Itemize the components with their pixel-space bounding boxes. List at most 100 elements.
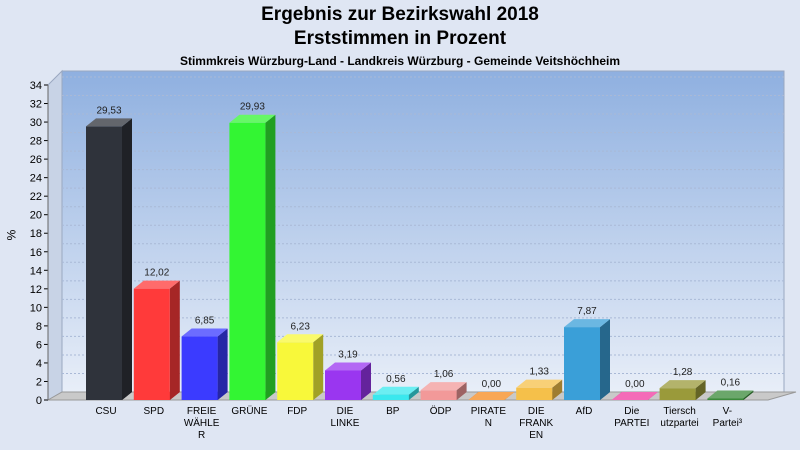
x-tick-label: Die PARTEI xyxy=(614,406,649,429)
y-tick-label: 14 xyxy=(30,265,42,277)
bar-front xyxy=(229,122,266,401)
bar: 6,23 xyxy=(277,321,324,400)
bar: 0,56 xyxy=(372,374,419,400)
x-tick-label: AfD xyxy=(576,406,593,417)
y-tick-label: 32 xyxy=(30,99,42,111)
x-tick-label: FREIE WÄHLE R xyxy=(184,406,220,441)
bar-value-label: 0,16 xyxy=(721,378,741,389)
bar-side xyxy=(265,114,276,401)
bar-value-label: 0,00 xyxy=(482,379,502,390)
y-tick-label: 0 xyxy=(36,395,42,407)
y-tick-label: 28 xyxy=(30,136,42,148)
x-tick-label: ÖDP xyxy=(430,405,452,417)
y-tick-label: 26 xyxy=(30,154,42,166)
bar-front xyxy=(86,126,122,400)
bar-front xyxy=(133,288,170,400)
x-tick-label: BP xyxy=(386,406,400,417)
bar-front xyxy=(325,370,361,400)
bar-value-label: 1,33 xyxy=(529,367,549,378)
x-tick-label: DIE LINKE xyxy=(331,406,360,429)
bar-side xyxy=(456,382,467,400)
y-tick-label: 34 xyxy=(30,80,42,92)
y-tick-label: 16 xyxy=(30,247,42,259)
y-tick-label: 4 xyxy=(36,358,42,370)
bar-front xyxy=(372,394,409,400)
x-tick-label: V-Partei³ xyxy=(713,406,743,429)
bar: 7,87 xyxy=(564,306,610,400)
bar: 3,19 xyxy=(325,349,371,400)
bar-value-label: 7,87 xyxy=(577,306,597,317)
bar-side xyxy=(600,319,610,400)
chart-subtitle-region: Stimmkreis Würzburg-Land - Landkreis Wür… xyxy=(179,54,621,68)
bar-value-label: 29,93 xyxy=(240,102,265,113)
x-tick-label: Tiersch utzpartei xyxy=(660,406,698,429)
bar-top xyxy=(229,114,276,123)
bar-front xyxy=(707,398,744,400)
bar-side xyxy=(695,380,706,400)
y-tick-label: 6 xyxy=(36,339,42,351)
bar-top xyxy=(133,280,180,289)
bar-top xyxy=(564,319,610,328)
bar-value-label: 1,06 xyxy=(434,369,454,380)
x-tick-label: GRÜNE xyxy=(231,405,267,417)
y-tick-label: 2 xyxy=(36,376,42,388)
y-tick-label: 18 xyxy=(30,228,42,240)
bar-top xyxy=(420,382,467,391)
x-tick-label: DIE FRANK EN xyxy=(519,406,553,441)
x-axis-labels: CSU SPD FREIE WÄHLE R GRÜNE FDP DIE LINKE BP ÖDP PI… xyxy=(95,405,742,441)
bar: 1,28 xyxy=(659,367,706,400)
x-tick-label: PIRATE N xyxy=(471,406,507,429)
bar-value-label: 1,28 xyxy=(673,367,693,378)
bar-top xyxy=(181,328,228,337)
bar-top xyxy=(277,334,324,343)
bar-value-label: 12,02 xyxy=(144,268,169,279)
bar-top xyxy=(325,362,371,371)
y-tick-label: 10 xyxy=(30,302,42,314)
bar-value-label: 0,00 xyxy=(625,379,645,390)
grid-lines xyxy=(62,76,784,374)
bar-top xyxy=(372,386,419,395)
bar-value-label: 0,56 xyxy=(386,374,406,385)
bar-value-label: 3,19 xyxy=(338,349,358,360)
bar-side xyxy=(743,390,754,400)
chart-title: Ergebnis zur Bezirkswahl 2018 xyxy=(261,4,539,25)
x-tick-label: FDP xyxy=(287,406,307,417)
y-tick-label: 30 xyxy=(30,117,42,129)
bar-front xyxy=(659,388,696,400)
bar: 6,85 xyxy=(181,316,228,400)
y-tick-label: 8 xyxy=(36,321,42,333)
bar: 1,33 xyxy=(516,367,563,400)
x-tick-label: CSU xyxy=(95,406,116,417)
bar-side xyxy=(169,280,180,400)
bar-side xyxy=(217,328,228,400)
bar-top xyxy=(468,392,515,400)
bars: 29,53 12,02 6,85 29,93 6,23 3,19 0,56 1,06 0,00 1… xyxy=(86,102,754,401)
y-tick-label: 22 xyxy=(30,191,42,203)
y-tick-label: 20 xyxy=(30,210,42,222)
bar-top xyxy=(707,390,754,399)
bar: 29,93 xyxy=(229,102,276,401)
bar: 29,53 xyxy=(86,105,132,400)
bar-side xyxy=(408,386,419,400)
bar-value-label: 6,23 xyxy=(290,321,310,332)
bar: 0,00 xyxy=(611,379,658,400)
bar-side xyxy=(361,362,371,400)
bar-front xyxy=(277,342,314,400)
plot-side-wall xyxy=(47,69,63,401)
bar-value-label: 29,53 xyxy=(96,105,121,116)
bar-top xyxy=(516,379,563,388)
bar-side xyxy=(552,379,563,400)
bar-front xyxy=(516,387,553,400)
bar: 0,16 xyxy=(707,378,754,400)
bar: 0,00 xyxy=(468,379,515,400)
y-tick-label: 24 xyxy=(30,173,42,185)
bar-front xyxy=(420,390,457,400)
bar-top xyxy=(86,118,132,127)
chart-subtitle: Erststimmen in Prozent xyxy=(293,28,507,49)
bar-top xyxy=(659,380,706,389)
bar-side xyxy=(122,118,132,400)
x-tick-label: SPD xyxy=(144,406,165,417)
y-tick-label: 12 xyxy=(30,284,42,296)
